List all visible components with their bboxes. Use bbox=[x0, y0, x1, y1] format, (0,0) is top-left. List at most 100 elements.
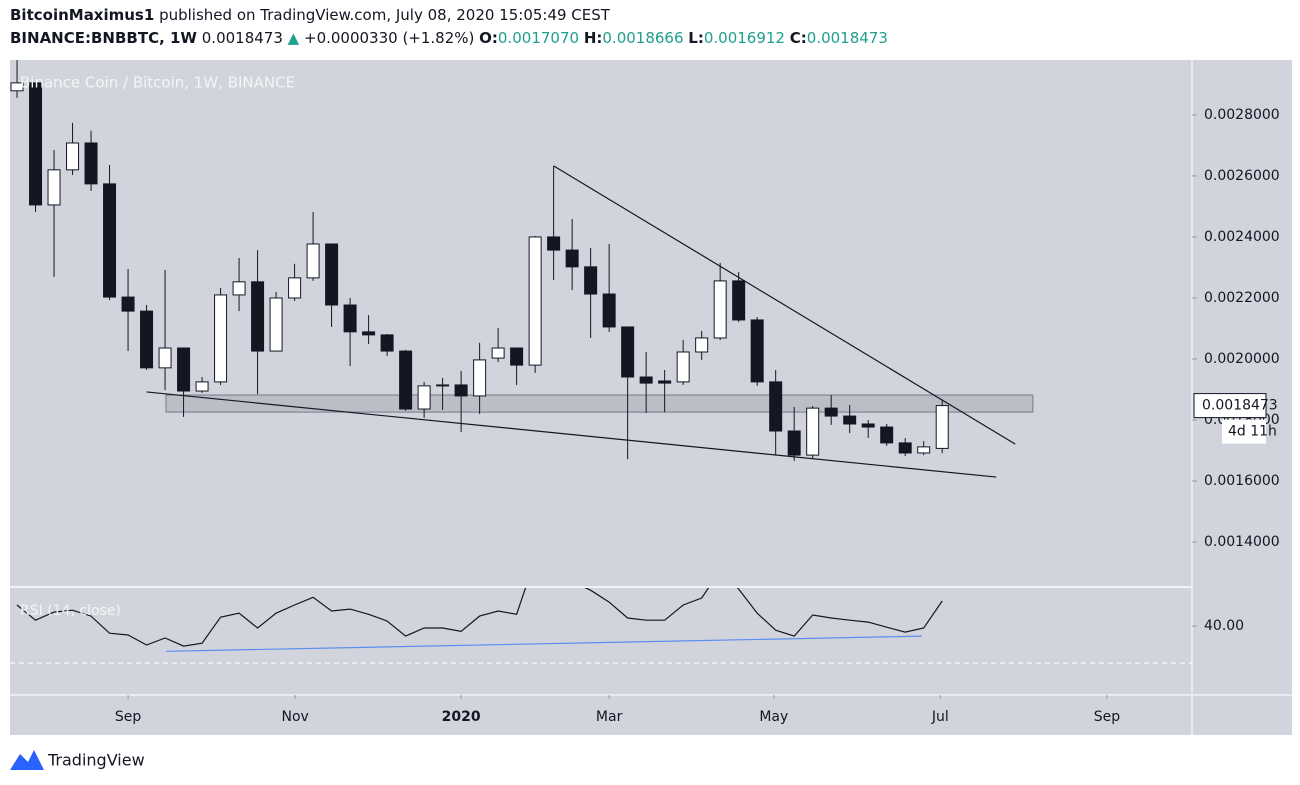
candle-body bbox=[491, 347, 505, 359]
x-tick-label: Sep bbox=[1094, 709, 1121, 725]
candle-body bbox=[84, 142, 98, 185]
header-line-2: BINANCE:BNBBTC, 1W 0.0018473 ▲ +0.000033… bbox=[10, 29, 888, 47]
candle-body bbox=[750, 319, 764, 383]
candle-body bbox=[362, 331, 376, 336]
candle-body bbox=[917, 446, 931, 454]
support-zone bbox=[165, 394, 1034, 413]
author: BitcoinMaximus1 bbox=[10, 6, 155, 24]
candle-body bbox=[898, 442, 912, 454]
y-tick-label: 0.0016000 bbox=[1204, 473, 1280, 489]
chart-title: Binance Coin / Bitcoin, 1W, BINANCE bbox=[20, 74, 295, 92]
candle-body bbox=[528, 236, 542, 366]
ohlc-key: O: bbox=[479, 29, 498, 47]
candle-body bbox=[232, 281, 246, 296]
candle-body bbox=[565, 249, 579, 268]
x-tick-label: Sep bbox=[115, 709, 142, 725]
brand: TradingView bbox=[47, 751, 145, 770]
candle-body bbox=[547, 236, 561, 251]
axes: 0.00140000.00160000.00180000.00200000.00… bbox=[115, 107, 1280, 725]
candle-body bbox=[695, 337, 709, 353]
trendline bbox=[553, 165, 1016, 445]
ohlc-value: 0.0018473 bbox=[806, 29, 888, 47]
candle-body bbox=[787, 430, 801, 456]
candle-body bbox=[454, 384, 468, 397]
candle-body bbox=[473, 359, 487, 397]
candle-body bbox=[676, 351, 690, 383]
change-arrow: ▲ bbox=[287, 29, 300, 47]
y-tick-label: 0.0022000 bbox=[1204, 290, 1280, 306]
candle-body bbox=[732, 280, 746, 321]
candle-body bbox=[121, 296, 135, 312]
candle-body bbox=[436, 384, 450, 387]
candle-body bbox=[935, 405, 949, 449]
candle-body bbox=[66, 142, 80, 171]
logo: TradingView bbox=[10, 750, 145, 770]
candle-body bbox=[713, 280, 727, 339]
rsi-trendline bbox=[165, 635, 922, 652]
chart-background bbox=[10, 60, 1292, 735]
candle-body bbox=[10, 82, 24, 92]
last-price-box bbox=[1193, 393, 1267, 419]
published: published on TradingView.com, July 08, 2… bbox=[159, 6, 610, 24]
rsi-pane bbox=[10, 588, 1192, 664]
x-tick-label: Mar bbox=[596, 709, 623, 725]
x-tick-label: Jul bbox=[931, 709, 949, 725]
x-tick-label: May bbox=[759, 709, 788, 725]
candle-body bbox=[602, 293, 616, 328]
y-tick-label: 0.0024000 bbox=[1204, 229, 1280, 245]
candle-body bbox=[288, 277, 302, 299]
candle-body bbox=[399, 350, 413, 410]
candle-body bbox=[824, 407, 838, 417]
candle-body bbox=[658, 380, 672, 384]
ohlc-key: H: bbox=[583, 29, 603, 47]
candle-body bbox=[510, 347, 524, 366]
ohlc: O:0.0017070 H:0.0018666 L:0.0016912 C:0.… bbox=[479, 29, 888, 47]
candle-body bbox=[306, 243, 320, 279]
candle-body bbox=[47, 169, 61, 206]
y-tick-label: 0.0014000 bbox=[1204, 534, 1280, 550]
candle-body bbox=[880, 426, 894, 444]
candle-body bbox=[177, 347, 191, 392]
candle-body bbox=[140, 310, 154, 369]
candle-body bbox=[380, 334, 394, 352]
candle-body bbox=[806, 407, 820, 456]
ohlc-value: 0.0018666 bbox=[602, 29, 684, 47]
countdown-box bbox=[1222, 419, 1266, 444]
candle-body bbox=[343, 304, 357, 333]
candle-body bbox=[195, 381, 209, 392]
trendline bbox=[146, 391, 997, 478]
candle-body bbox=[325, 243, 339, 306]
candle-body bbox=[621, 326, 635, 378]
logo-mark bbox=[10, 750, 44, 770]
candle-body bbox=[103, 183, 117, 298]
header-line-1: BitcoinMaximus1 published on TradingView… bbox=[10, 6, 610, 24]
y-tick-label: 0.0028000 bbox=[1204, 107, 1280, 123]
candle-body bbox=[269, 297, 283, 352]
ohlc-key: C: bbox=[789, 29, 807, 47]
rsi-y-tick-label: 40.00 bbox=[1204, 618, 1244, 634]
candle-body bbox=[158, 347, 172, 369]
y-tick-label: 0.0026000 bbox=[1204, 168, 1280, 184]
last-price-label: 0.0018473 bbox=[1202, 398, 1278, 414]
candle-body bbox=[843, 415, 857, 425]
y-tick-label: 0.0020000 bbox=[1204, 351, 1280, 367]
x-tick-label: Nov bbox=[281, 709, 308, 725]
candle-body bbox=[214, 294, 228, 383]
candle-body bbox=[769, 381, 783, 432]
rsi-title: RSI (14, close) bbox=[20, 603, 121, 619]
candle-body bbox=[639, 376, 653, 384]
ohlc-value: 0.0016912 bbox=[703, 29, 785, 47]
candle-body bbox=[861, 423, 875, 428]
ohlc-value: 0.0017070 bbox=[497, 29, 580, 47]
rsi-line bbox=[16, 588, 943, 647]
candle-body bbox=[251, 281, 265, 352]
ohlc-key: L: bbox=[688, 29, 704, 47]
symbol: BINANCE:BNBBTC, 1W bbox=[10, 29, 197, 47]
x-tick-label: 2020 bbox=[442, 709, 481, 725]
candle-body bbox=[417, 385, 431, 410]
price-pane bbox=[10, 60, 1034, 478]
countdown: 4d 11h bbox=[1228, 424, 1277, 440]
change: +0.0000330 (+1.82%) bbox=[304, 29, 475, 47]
